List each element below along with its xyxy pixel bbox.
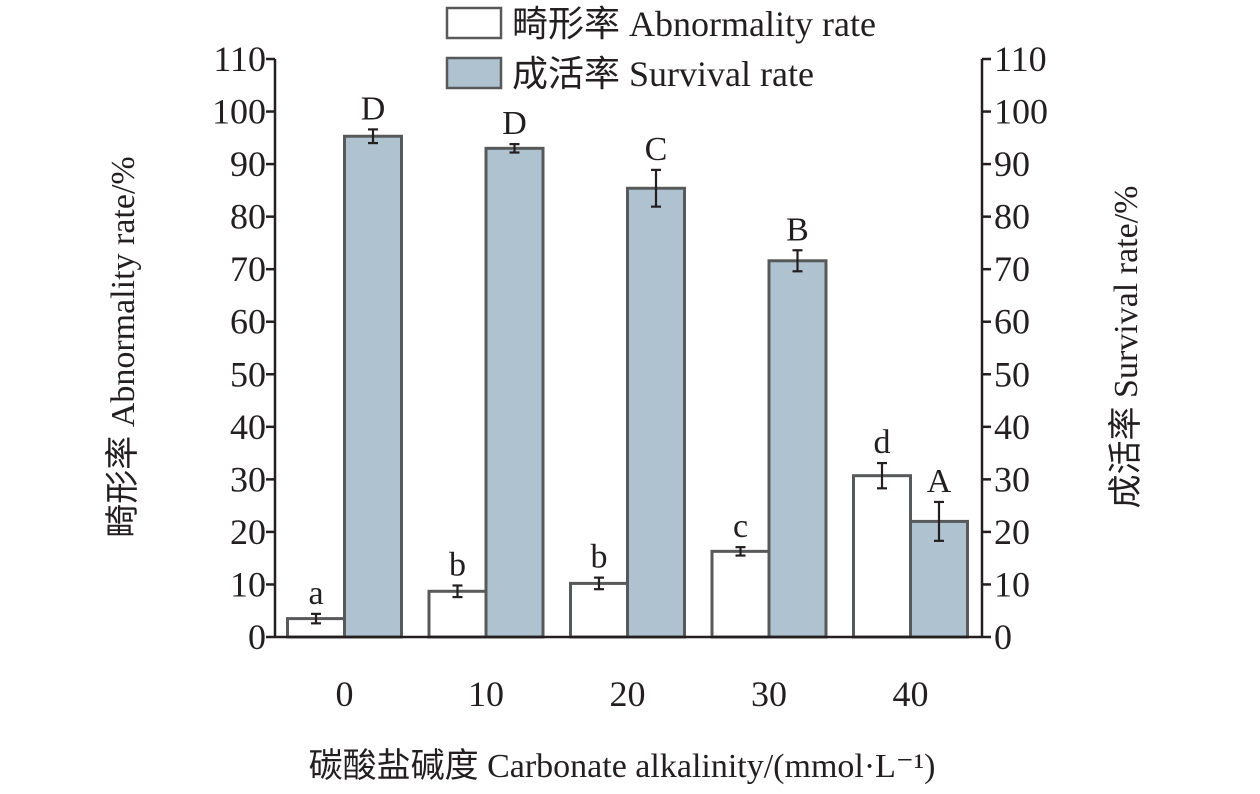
y-tick-label-right: 90 [994, 144, 1030, 184]
significance-letter: d [874, 424, 891, 461]
significance-letter: D [502, 105, 527, 142]
y-tick-label-left: 90 [230, 144, 266, 184]
y-tick-label-left: 50 [230, 354, 266, 394]
bar-survival-0 [343, 134, 403, 639]
x-tick-label: 40 [893, 674, 929, 714]
bar-survival-30 [767, 259, 828, 639]
y-tick-label-right: 10 [994, 564, 1030, 604]
x-tick-label: 10 [468, 674, 504, 714]
y-tick-label-left: 60 [230, 302, 266, 342]
y-tick-label-left: 20 [230, 512, 266, 552]
bar-survival-10 [484, 146, 545, 639]
y-tick-label-left: 100 [212, 92, 266, 132]
legend-swatch-survival [445, 56, 503, 90]
y-tick-label-left: 30 [230, 459, 266, 499]
x-axis-label: 碳酸盐碱度 Carbonate alkalinity/(mmol·L⁻¹) [309, 747, 936, 785]
bar-abnormality-30 [710, 549, 771, 639]
significance-letter: b [449, 547, 466, 584]
significance-letter: c [733, 508, 748, 545]
bar-survival-20 [626, 186, 686, 639]
significance-letter: C [645, 131, 668, 168]
y-tick-label-right: 40 [994, 407, 1030, 447]
significance-letter: A [927, 463, 952, 500]
legend-swatch-abnormality [445, 6, 503, 40]
y-tick-label-left: 10 [230, 564, 266, 604]
y-tick-label-right: 70 [994, 249, 1030, 289]
y-tick-label-left: 0 [248, 617, 266, 657]
x-tick-label: 20 [610, 674, 646, 714]
plot-area: a D 0 b D 10 b C 20 c B 30 dA 40 0 0 10 10 20 20 30 30 40 40 50 5… [212, 39, 1048, 714]
x-tick-label: 30 [751, 674, 787, 714]
y-tick-label-right: 50 [994, 354, 1030, 394]
bar-abnormality-20 [569, 581, 629, 639]
y-tick-label-left: 40 [230, 407, 266, 447]
bar-abnormality-40 [852, 474, 912, 639]
legend-label-survival: 成活率 Survival rate [512, 54, 814, 94]
significance-letter: b [591, 539, 608, 576]
significance-letter: a [308, 575, 323, 612]
y-tick-label-left: 110 [213, 39, 266, 79]
y-tick-label-right: 80 [994, 197, 1030, 237]
y-tick-label-right: 20 [994, 512, 1030, 552]
significance-letter: D [361, 90, 386, 127]
y-tick-label-right: 110 [994, 39, 1047, 79]
legend-label-abnormality: 畸形率 Abnormality rate [512, 4, 876, 44]
y-tick-label-right: 0 [994, 617, 1012, 657]
y-tick-label-right: 30 [994, 459, 1030, 499]
legend: 畸形率 Abnormality rate 成活率 Survival rate [445, 4, 876, 94]
y-tick-label-left: 70 [230, 249, 266, 289]
y-tick-label-right: 60 [994, 302, 1030, 342]
y2-axis-label: 成活率 Survival rate/% [1107, 186, 1145, 509]
y-tick-label-right: 100 [994, 92, 1048, 132]
x-tick-label: 0 [336, 674, 354, 714]
significance-letter: B [786, 211, 809, 248]
y-axis-label: 畸形率 Abnormality rate/% [104, 156, 142, 537]
y-tick-label-left: 80 [230, 197, 266, 237]
